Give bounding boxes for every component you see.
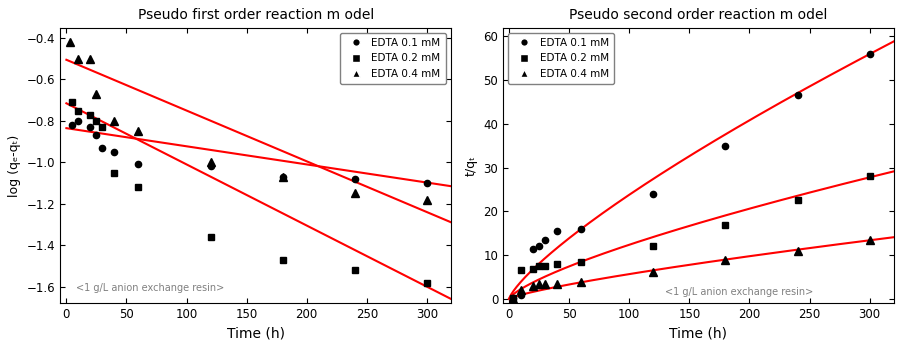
Legend: EDTA 0.1 mM, EDTA 0.2 mM, EDTA 0.4 mM: EDTA 0.1 mM, EDTA 0.2 mM, EDTA 0.4 mM xyxy=(340,33,446,84)
Legend: EDTA 0.1 mM, EDTA 0.2 mM, EDTA 0.4 mM: EDTA 0.1 mM, EDTA 0.2 mM, EDTA 0.4 mM xyxy=(509,33,614,84)
X-axis label: Time (h): Time (h) xyxy=(226,327,285,341)
Text: <1 g/L anion exchange resin>: <1 g/L anion exchange resin> xyxy=(666,287,814,297)
X-axis label: Time (h): Time (h) xyxy=(669,327,727,341)
Title: Pseudo second order reaction m odel: Pseudo second order reaction m odel xyxy=(569,8,827,22)
Y-axis label: log (qₑ-qₜ): log (qₑ-qₜ) xyxy=(8,134,22,196)
Text: <1 g/L anion exchange resin>: <1 g/L anion exchange resin> xyxy=(76,283,225,293)
Title: Pseudo first order reaction m odel: Pseudo first order reaction m odel xyxy=(137,8,373,22)
Y-axis label: t/qₜ: t/qₜ xyxy=(465,155,478,176)
